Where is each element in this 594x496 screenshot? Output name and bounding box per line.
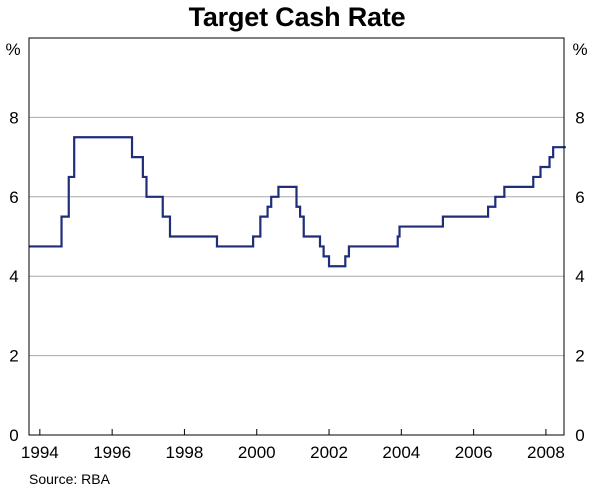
x-tick-label: 1998 — [166, 443, 204, 462]
x-tick-label: 2002 — [310, 443, 348, 462]
x-tick-label: 2006 — [455, 443, 493, 462]
x-tick-label: 2008 — [527, 443, 565, 462]
series-layer — [29, 136, 566, 268]
y-tick-label-left: 2 — [9, 347, 18, 366]
y-tick-label-right: 8 — [575, 108, 584, 127]
y-tick-label-left: 4 — [9, 267, 18, 286]
x-tick-label: 2004 — [382, 443, 420, 462]
x-tick-label: 2000 — [238, 443, 276, 462]
y-axis-unit-right: % — [572, 40, 587, 59]
y-tick-label-right: 0 — [575, 426, 584, 445]
y-tick-label-right: 6 — [575, 188, 584, 207]
y-tick-label-left: 6 — [9, 188, 18, 207]
ticks: 0 0 2 2 4 4 6 6 8 8 1994 1996 1998 2000 2002 2004 2006 20… — [9, 108, 584, 462]
cash-rate-line — [29, 136, 566, 268]
y-tick-label-left: 0 — [9, 426, 18, 445]
x-tick-label: 1996 — [93, 443, 131, 462]
chart-title: Target Cash Rate — [188, 2, 406, 32]
y-tick-label-right: 2 — [575, 347, 584, 366]
plot-frame — [28, 37, 565, 436]
x-tick-label: 1994 — [21, 443, 59, 462]
y-tick-label-right: 4 — [575, 267, 584, 286]
source-note: Source: RBA — [29, 471, 110, 487]
y-axis-unit-left: % — [5, 40, 20, 59]
gridlines — [29, 116, 564, 357]
y-tick-label-left: 8 — [9, 108, 18, 127]
